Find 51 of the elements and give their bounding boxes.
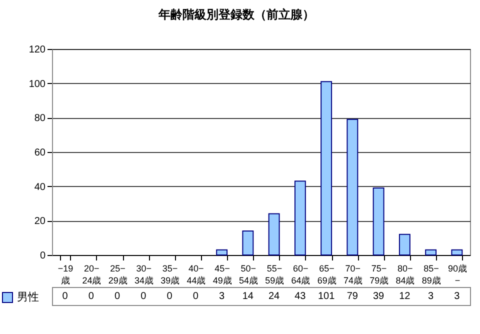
x-tick-label: 75−79歳 xyxy=(370,264,389,286)
data-label: 39 xyxy=(373,291,385,302)
bar xyxy=(346,118,358,256)
x-tick-label: 70−74歳 xyxy=(343,264,362,286)
data-label: 14 xyxy=(242,291,254,302)
y-tick-label: 100 xyxy=(28,78,46,90)
bar xyxy=(268,213,280,256)
y-tick-label: 40 xyxy=(34,182,46,193)
x-tick-label: 25−29歳 xyxy=(108,264,128,286)
x-tick-label: 55−59歳 xyxy=(265,264,284,286)
x-tick-label: 85−89歳 xyxy=(422,264,441,286)
x-tick-label: 50−54歳 xyxy=(238,264,258,286)
bar xyxy=(242,230,254,256)
bar xyxy=(216,249,228,256)
data-label: 0 xyxy=(166,291,173,302)
bar xyxy=(425,249,437,256)
data-label: 3 xyxy=(428,291,434,302)
data-label: 3 xyxy=(219,291,226,302)
data-label: 0 xyxy=(88,291,94,302)
data-label: 101 xyxy=(318,291,336,302)
y-tick-label: 80 xyxy=(34,113,46,124)
x-tick-label: 90歳− xyxy=(448,264,467,286)
bar xyxy=(320,81,332,256)
x-tick-label: 60−64歳 xyxy=(291,264,310,286)
data-label: 43 xyxy=(294,291,306,302)
y-tick-label: 20 xyxy=(34,216,46,228)
data-label: 0 xyxy=(62,291,68,302)
y-tick-label: 0 xyxy=(40,250,46,262)
bar xyxy=(294,180,306,256)
y-tick-label: 60 xyxy=(34,148,46,158)
legend-label: 男性 xyxy=(17,292,39,304)
data-label: 3 xyxy=(454,291,460,302)
chart-title: 年齢階級別登録数（前立腺） xyxy=(157,8,314,22)
data-label: 12 xyxy=(399,291,411,302)
y-tick-label: 120 xyxy=(28,44,46,56)
data-label: 24 xyxy=(268,291,280,302)
x-tick-label: 35−39歳 xyxy=(160,264,180,286)
data-label: 0 xyxy=(114,291,121,302)
bar xyxy=(372,188,384,256)
data-label: 0 xyxy=(192,291,199,302)
x-tick-label: 30−34歳 xyxy=(134,264,154,286)
x-tick-label: 65−69歳 xyxy=(317,264,336,286)
x-tick-label: 80−84歳 xyxy=(396,264,415,286)
x-tick-label: 40−44歳 xyxy=(186,264,206,286)
x-tick-label: 45−49歳 xyxy=(212,264,232,286)
x-tick-label: −19歳 xyxy=(58,264,74,286)
data-label: 0 xyxy=(140,291,147,302)
x-tick-label: 20−24歳 xyxy=(82,264,102,286)
bar xyxy=(451,249,463,256)
bar xyxy=(398,234,410,256)
data-label: 79 xyxy=(346,291,358,302)
